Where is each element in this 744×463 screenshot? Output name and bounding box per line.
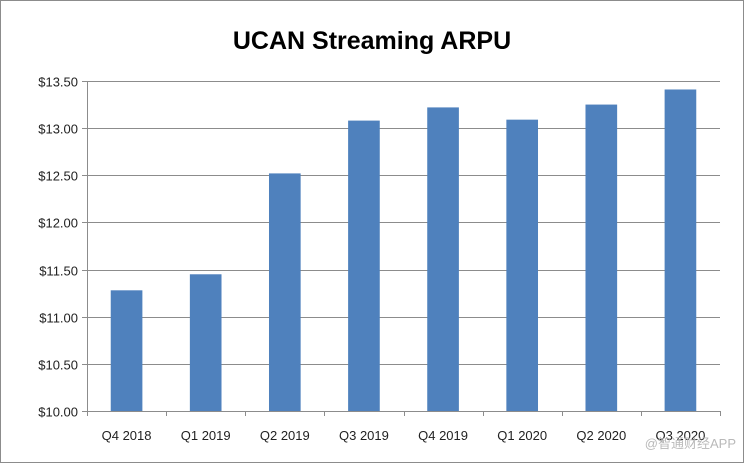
y-tick-label: $11.50 [39,264,78,279]
y-tick-label: $12.50 [38,169,78,184]
bar [506,119,539,412]
x-tick-label: Q3 2019 [339,428,389,443]
y-tick-label: $10.00 [38,405,78,420]
bar [110,290,143,411]
bar [348,120,380,411]
y-tick-label: $10.50 [38,358,78,373]
y-axis-tick-labels: $10.00 $10.50 $11.00 $11.50 $12.00 $12.50 $13.… [38,75,78,420]
bar [585,104,618,412]
x-tick-label: Q4 2019 [418,428,468,443]
gridlines [82,81,720,412]
y-tick-label: $13.50 [38,75,78,90]
axes [87,81,721,416]
chart-title: UCAN Streaming ARPU [233,27,511,55]
x-tick-label: Q1 2019 [181,428,231,443]
bar [664,89,697,411]
bars [110,89,697,412]
x-tick-label: Q4 2018 [102,428,152,443]
y-tick-label: $11.00 [39,311,78,326]
x-tick-label: Q2 2020 [576,428,626,443]
bar [189,274,222,411]
bar [268,173,301,411]
y-tick-label: $13.00 [38,122,78,137]
x-tick-label: Q2 2019 [260,428,310,443]
x-tick-label: Q1 2020 [497,428,547,443]
bar [427,107,459,412]
y-tick-label: $12.00 [38,216,78,231]
x-axis-tick-labels: Q4 2018 Q1 2019 Q2 2019 Q3 2019 Q4 2019 Q1 20… [102,428,706,443]
watermark-text: @智通财经APP [645,436,736,451]
x-tick-label: Q3 2020 [656,428,706,443]
